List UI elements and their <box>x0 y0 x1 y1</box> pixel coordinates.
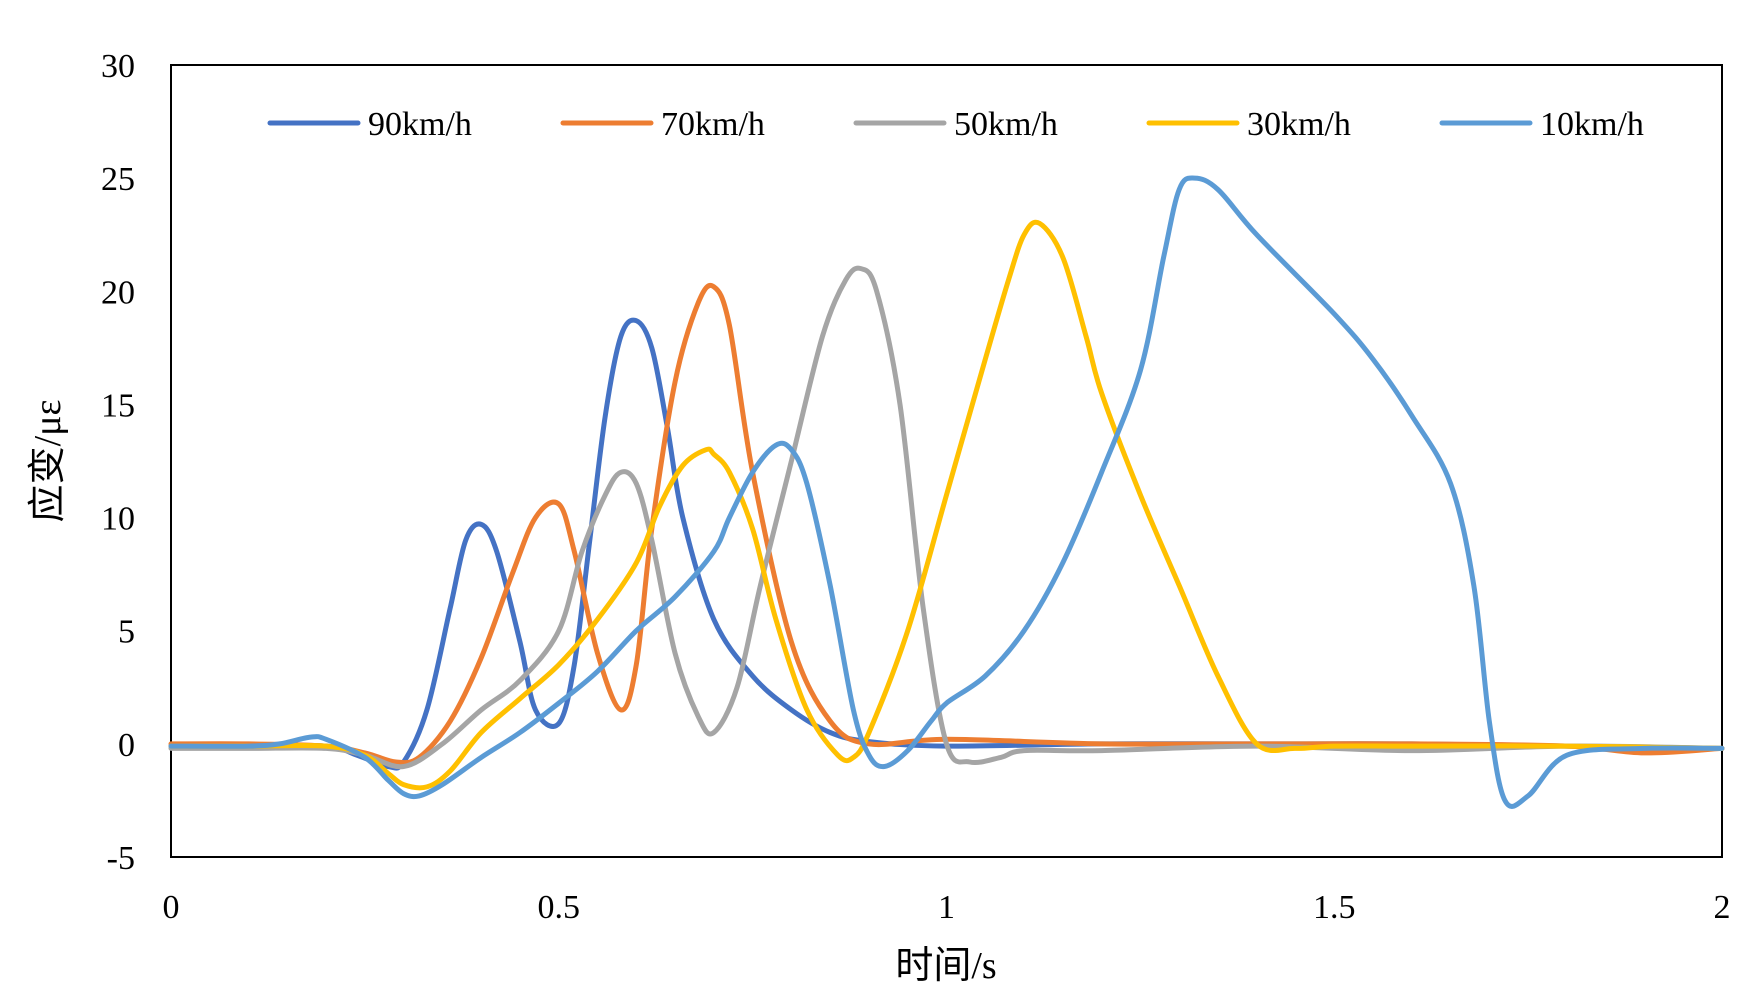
x-tick-label: 1 <box>938 889 955 926</box>
series-line <box>168 219 1725 791</box>
y-tick-label: 5 <box>118 614 135 651</box>
x-tick-label: 0 <box>163 889 180 926</box>
series-lines <box>168 175 1725 809</box>
x-axis-title: 时间/s <box>895 945 996 987</box>
legend: 90km/h 70km/h 50km/h 30km/h 10km/h <box>267 106 1644 143</box>
y-tick-label: 30 <box>101 48 135 85</box>
series-line <box>168 175 1725 809</box>
y-tick-label: 15 <box>101 387 135 424</box>
y-tick-label: 10 <box>101 501 135 538</box>
legend-label: 50km/h <box>954 106 1058 143</box>
y-tick-label: 25 <box>101 161 135 198</box>
x-tick-label: 1.5 <box>1313 889 1356 926</box>
plot-frame <box>170 64 1723 858</box>
legend-label: 90km/h <box>368 106 472 143</box>
series-line <box>168 282 1725 766</box>
x-axis-ticks: 0 0.5 1 1.5 2 <box>163 889 1731 926</box>
y-tick-label: -5 <box>107 840 135 877</box>
x-tick-label: 0.5 <box>538 889 581 926</box>
y-tick-label: 20 <box>101 274 135 311</box>
legend-label: 70km/h <box>661 106 765 143</box>
series-line <box>168 265 1725 770</box>
y-axis-ticks: -5 0 5 10 15 20 25 30 <box>101 48 135 877</box>
legend-label: 10km/h <box>1540 106 1644 143</box>
x-tick-label: 2 <box>1714 889 1731 926</box>
y-tick-label: 0 <box>118 727 135 764</box>
legend-label: 30km/h <box>1247 106 1351 143</box>
y-axis-title: 应变/με <box>27 400 69 523</box>
